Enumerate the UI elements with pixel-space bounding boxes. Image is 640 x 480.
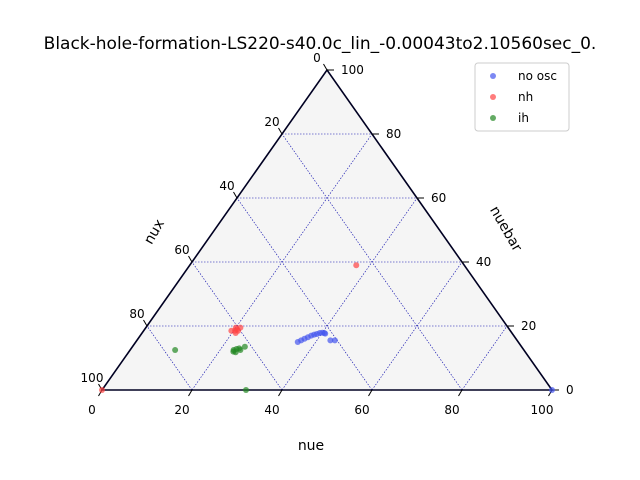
tick-mark bbox=[188, 255, 193, 263]
tick-mark bbox=[143, 319, 148, 327]
data-point bbox=[172, 347, 179, 353]
data-point bbox=[241, 343, 248, 350]
grid-line bbox=[371, 261, 463, 391]
series-no-osc bbox=[294, 329, 555, 393]
tick-label-right: 80 bbox=[386, 127, 401, 141]
data-point bbox=[549, 387, 555, 393]
tick-label-bottom: 60 bbox=[354, 403, 369, 417]
legend-label: ih bbox=[518, 111, 529, 125]
tick-mark bbox=[278, 127, 283, 135]
tick-label-left: 60 bbox=[174, 243, 189, 257]
series-nh bbox=[99, 262, 360, 393]
legend-marker bbox=[490, 115, 496, 121]
data-point bbox=[322, 330, 329, 337]
tick-label-left: 20 bbox=[264, 115, 279, 129]
tick-mark bbox=[458, 389, 463, 397]
tick-label-bottom: 0 bbox=[88, 403, 96, 417]
tick-label-left: 100 bbox=[81, 371, 104, 385]
tick-mark bbox=[323, 63, 328, 71]
axis-label-bottom: nue bbox=[298, 438, 324, 454]
grid-line bbox=[461, 325, 508, 391]
data-point bbox=[232, 349, 239, 356]
tick-marks: 0 20 40 60 80 100 0 20 40 60 80 100 0 20 40 60 80 100 bbox=[81, 51, 574, 417]
tick-label-left: 40 bbox=[219, 179, 234, 193]
data-point bbox=[294, 339, 301, 345]
tick-label-bottom: 100 bbox=[531, 403, 554, 417]
legend-box bbox=[474, 62, 570, 132]
legend-marker bbox=[490, 94, 496, 100]
data-point bbox=[232, 330, 239, 337]
series-ih bbox=[172, 343, 249, 393]
legend: no osc nh ih bbox=[474, 62, 570, 132]
tick-label-left: 80 bbox=[129, 307, 144, 321]
plot-area bbox=[102, 70, 552, 390]
triangle-border bbox=[100, 68, 554, 391]
tick-mark bbox=[368, 389, 373, 397]
triangle-frame bbox=[100, 68, 554, 391]
data-point bbox=[331, 337, 338, 344]
tick-mark bbox=[278, 389, 283, 397]
tick-mark bbox=[188, 389, 193, 397]
data-points bbox=[99, 262, 555, 393]
legend-label: no osc bbox=[518, 69, 557, 83]
data-point bbox=[243, 387, 249, 393]
legend-marker bbox=[490, 73, 496, 79]
tick-label-right: 40 bbox=[476, 255, 491, 269]
data-point bbox=[237, 347, 244, 353]
grid-line bbox=[146, 325, 193, 391]
tick-label-right: 100 bbox=[341, 63, 364, 77]
tick-mark bbox=[233, 191, 238, 199]
data-point bbox=[353, 262, 360, 269]
tick-label-right: 20 bbox=[521, 319, 536, 333]
tick-label-bottom: 80 bbox=[444, 403, 459, 417]
tick-label-bottom: 40 bbox=[264, 403, 279, 417]
grid-line bbox=[236, 197, 373, 391]
tick-label-left: 0 bbox=[313, 51, 321, 65]
axis-label-left: nux bbox=[141, 217, 168, 248]
tick-label-right: 60 bbox=[431, 191, 446, 205]
tick-label-bottom: 20 bbox=[174, 403, 189, 417]
axis-label-right: nuebar bbox=[486, 204, 525, 255]
data-point bbox=[99, 387, 105, 393]
tick-label-right: 0 bbox=[566, 383, 574, 397]
legend-label: nh bbox=[518, 90, 533, 104]
plot-background bbox=[102, 70, 552, 390]
chart-title: Black-hole-formation-LS220-s40.0c_lin_-0… bbox=[44, 34, 597, 54]
grid-line bbox=[281, 197, 418, 391]
data-point bbox=[327, 337, 334, 344]
